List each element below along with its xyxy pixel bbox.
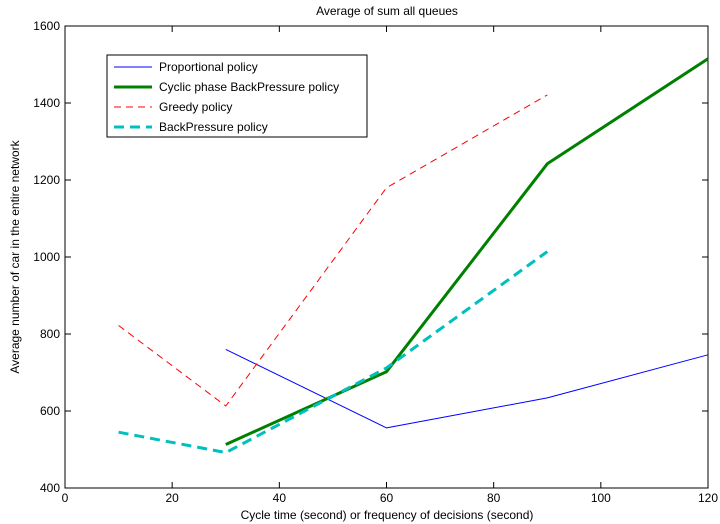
legend-label-cyclic-phase-backpressure-policy: Cyclic phase BackPressure policy <box>159 80 339 94</box>
x-tick-label: 40 <box>273 491 287 505</box>
axis-ticks: 0 20 40 60 80 100 120 400 600 800 1000 1200 1400 1600 <box>33 19 718 505</box>
y-tick-label: 1400 <box>33 96 60 110</box>
legend-label-proportional-policy: Proportional policy <box>159 60 258 74</box>
legend: Proportional policy Cyclic phase BackPres… <box>106 54 368 138</box>
legend-label-greedy-policy: Greedy policy <box>159 100 232 114</box>
y-tick-label: 1000 <box>33 250 60 264</box>
series-layer <box>118 57 709 455</box>
series-line-backpressure-policy <box>118 250 549 455</box>
y-tick-label: 600 <box>40 404 60 418</box>
legend-label-backpressure-policy: BackPressure policy <box>159 120 268 134</box>
x-axis-label: Cycle time (second) or frequency of deci… <box>241 508 534 522</box>
series-line-cyclic-phase-backpressure-policy <box>225 57 709 446</box>
series-line-greedy-policy <box>118 94 548 407</box>
x-tick-label: 120 <box>698 491 718 505</box>
x-tick-label: 0 <box>62 491 69 505</box>
y-tick-label: 800 <box>40 327 60 341</box>
x-tick-label: 80 <box>487 491 501 505</box>
series-line-proportional-policy <box>225 348 709 429</box>
legend-box <box>106 54 368 138</box>
y-tick-label: 1600 <box>33 19 60 33</box>
y-tick-label: 1200 <box>33 173 60 187</box>
x-tick-label: 60 <box>380 491 394 505</box>
chart-title: Average of sum all queues <box>316 4 458 18</box>
x-tick-label: 100 <box>591 491 611 505</box>
y-axis-label: Average number of car in the entire netw… <box>8 139 22 373</box>
y-tick-label: 400 <box>40 481 60 495</box>
x-tick-label: 20 <box>165 491 179 505</box>
